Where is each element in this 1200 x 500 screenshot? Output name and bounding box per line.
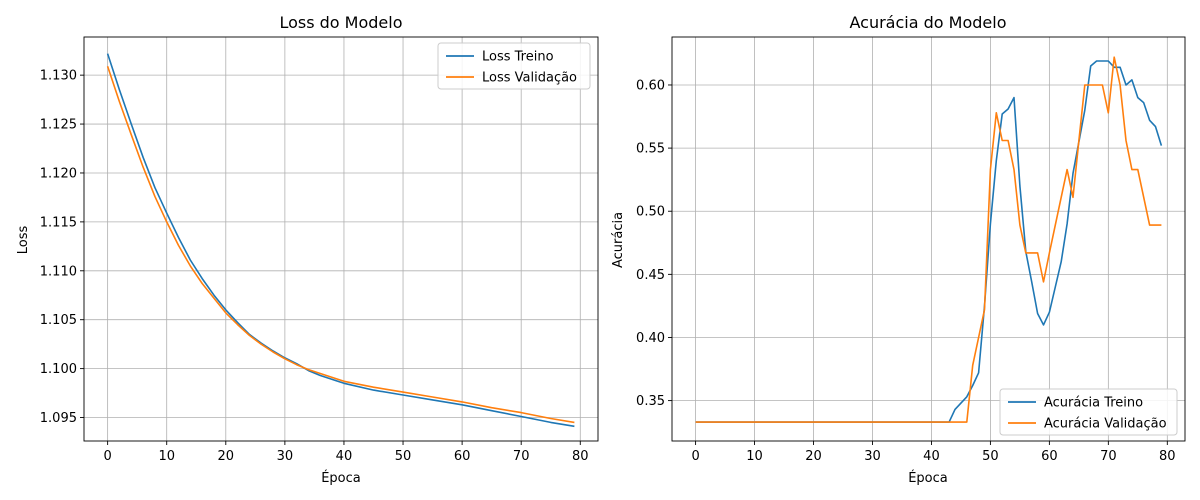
accuracy-chart: Acurácia do Modelo Época Acurácia 0 10 20 3… (611, 13, 1186, 486)
loss-x-tick-label: 0 (103, 449, 111, 464)
loss-y-tick-label: 1.105 (40, 313, 77, 328)
loss-y-tick-label: 1.125 (40, 118, 77, 133)
loss-x-tick-label: 70 (513, 449, 530, 464)
accuracy-chart-title: Acurácia do Modelo (850, 13, 1007, 32)
loss-series-line-validation (106, 66, 575, 424)
loss-grid (84, 37, 598, 441)
accuracy-legend-label: Acurácia Validação (1044, 417, 1167, 432)
loss-x-tick-label: 80 (572, 449, 589, 464)
accuracy-legend: Acurácia Treino Acurácia Validação (999, 388, 1178, 436)
loss-y-tick-label: 1.120 (40, 166, 77, 181)
loss-legend-label: Loss Treino (482, 50, 554, 65)
accuracy-x-tick-label: 30 (864, 449, 881, 464)
accuracy-grid (672, 37, 1185, 441)
loss-chart: Loss do Modelo Época Loss 0 10 20 30 40 50 60 7… (16, 13, 599, 486)
accuracy-legend-box (999, 388, 1178, 436)
loss-legend-box (437, 42, 591, 90)
accuracy-x-tick-label: 50 (982, 449, 999, 464)
accuracy-y-tick-label: 0.45 (636, 268, 665, 283)
loss-x-tick-label: 20 (218, 449, 235, 464)
accuracy-y-tick-label: 0.55 (636, 142, 665, 157)
loss-axes-frame (83, 36, 599, 442)
loss-x-tick-label: 10 (158, 449, 175, 464)
accuracy-x-tick-label: 20 (805, 449, 822, 464)
accuracy-y-axis-label: Acurácia (611, 212, 626, 268)
loss-y-axis-label: Loss (16, 226, 31, 255)
accuracy-y-tick-label: 0.60 (636, 78, 665, 93)
accuracy-series-line-validation (695, 56, 1162, 423)
loss-legend-label: Loss Validação (482, 71, 577, 86)
accuracy-y-tick-label: 0.35 (636, 394, 665, 409)
loss-x-tick-label: 40 (336, 449, 353, 464)
accuracy-x-axis-label: Época (908, 470, 948, 486)
loss-y-tick-label: 1.130 (40, 69, 77, 84)
accuracy-x-tick-label: 70 (1100, 449, 1117, 464)
accuracy-x-tick-label: 10 (746, 449, 763, 464)
loss-x-axis-label: Época (321, 470, 361, 486)
accuracy-axes-frame (671, 36, 1186, 442)
loss-y-tick-label: 1.110 (40, 264, 77, 279)
accuracy-y-tick-label: 0.40 (636, 331, 665, 346)
accuracy-legend-label: Acurácia Treino (1044, 396, 1143, 411)
accuracy-x-tick-label: 80 (1159, 449, 1176, 464)
accuracy-x-tick-label: 0 (691, 449, 699, 464)
loss-x-tick-label: 50 (395, 449, 412, 464)
loss-series-line-train (106, 53, 575, 428)
loss-y-tick-label: 1.100 (40, 362, 77, 377)
loss-x-tick-label: 60 (454, 449, 471, 464)
accuracy-y-tick-label: 0.50 (636, 205, 665, 220)
accuracy-series-line-train (695, 60, 1163, 423)
loss-y-tick-label: 1.115 (40, 215, 77, 230)
loss-chart-title: Loss do Modelo (279, 13, 402, 32)
accuracy-x-tick-label: 40 (923, 449, 940, 464)
loss-y-tick-label: 1.095 (40, 411, 77, 426)
accuracy-x-tick-label: 60 (1041, 449, 1058, 464)
loss-x-tick-label: 30 (277, 449, 294, 464)
loss-legend: Loss Treino Loss Validação (437, 42, 591, 90)
